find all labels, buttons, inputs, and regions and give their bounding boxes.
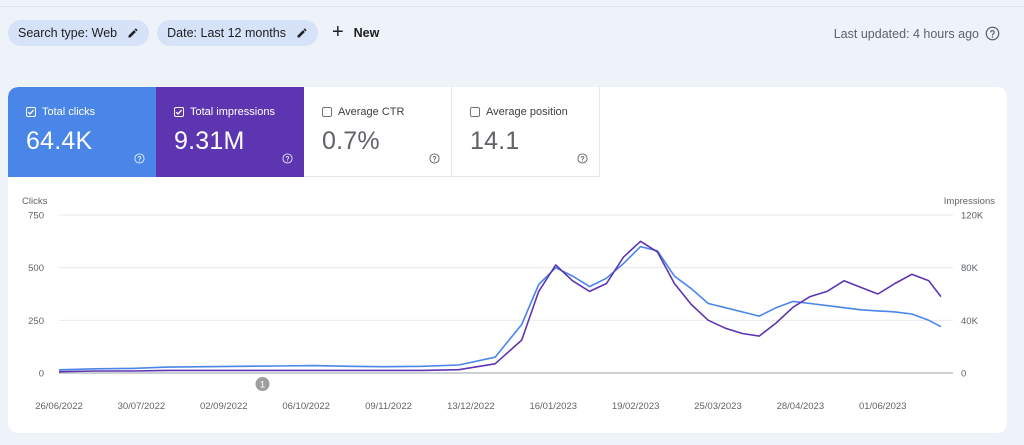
metric-label: Total impressions [190,106,275,118]
x-axis-tick-label: 06/10/2022 [282,401,330,412]
last-updated-status: Last updated: 4 hours ago [834,26,1000,41]
metric-value: 64.4K [26,127,93,155]
left-axis-title: Clicks [22,196,48,207]
checkbox-unchecked-icon[interactable] [470,107,480,117]
metric-label: Average CTR [338,106,405,118]
clicks-series-line [58,245,942,371]
metric-value: 0.7% [322,127,380,155]
performance-chart[interactable]: Clicks Impressions 0 0 250 40K 500 80K 750 120K… [8,177,1007,433]
pencil-icon [297,28,307,38]
metric-total-clicks[interactable]: Total clicks 64.4K [8,87,156,177]
last-updated-text: Last updated: 4 hours ago [833,26,979,41]
search-type-chip[interactable]: Search type: Web [8,20,150,46]
metric-value: 14.1 [470,127,520,155]
pencil-icon [128,28,138,38]
left-axis-tick-label: 750 [28,211,44,222]
right-axis-tick-label: 120K [961,211,984,222]
x-axis-tick-label: 28/04/2023 [777,401,825,412]
left-axis-tick-label: 500 [28,263,44,274]
x-axis-tick-label: 13/12/2022 [447,401,495,412]
new-filter-button[interactable]: + New [331,21,380,43]
help-icon[interactable] [577,153,588,164]
x-axis-tick-label: 26/06/2022 [35,401,83,412]
right-axis-title: Impressions [944,196,995,207]
new-filter-label: New [353,26,380,40]
left-axis-tick-label: 250 [28,316,44,327]
search-type-label: Search type: Web [18,26,118,40]
top-divider [0,6,1024,7]
help-icon[interactable] [134,153,145,164]
date-range-label: Date: Last 12 months [167,26,286,40]
annotation-marker-label: 1 [260,380,265,391]
help-icon[interactable] [282,153,293,164]
date-range-chip[interactable]: Date: Last 12 months [157,20,318,46]
metric-label: Average position [486,106,568,118]
x-axis-tick-label: 09/11/2022 [365,401,412,412]
x-axis-tick-label: 01/06/2023 [859,401,907,412]
filter-bar: Search type: Web Date: Last 12 months + … [8,20,379,46]
checkbox-checked-icon[interactable] [26,107,36,117]
x-axis-tick-label: 02/09/2022 [200,401,248,412]
performance-card: Total clicks 64.4K Total impressions 9.3… [8,87,1007,433]
metric-value: 9.31M [174,127,245,155]
x-axis-tick-label: 16/01/2023 [529,401,577,412]
left-axis-tick-label: 0 [39,369,44,380]
help-icon[interactable] [985,26,1000,41]
checkbox-unchecked-icon[interactable] [322,107,332,117]
metric-label: Total clicks [42,106,96,118]
plus-icon: + [331,21,344,43]
x-axis-tick-label: 30/07/2022 [118,401,166,412]
right-axis-tick-label: 80K [961,263,979,274]
metric-total-impressions[interactable]: Total impressions 9.31M [156,87,304,177]
metric-average-ctr[interactable]: Average CTR 0.7% [304,87,452,177]
metric-tiles: Total clicks 64.4K Total impressions 9.3… [8,87,600,177]
metric-average-position[interactable]: Average position 14.1 [452,87,600,177]
x-axis-tick-label: 19/02/2023 [612,401,660,412]
annotation-marker[interactable] [255,377,270,391]
impressions-series-line [58,240,942,373]
x-axis-tick-label: 25/03/2023 [694,401,742,412]
right-axis-tick-label: 0 [961,369,966,380]
checkbox-checked-icon[interactable] [174,107,184,117]
help-icon[interactable] [429,153,440,164]
right-axis-tick-label: 40K [961,316,979,327]
